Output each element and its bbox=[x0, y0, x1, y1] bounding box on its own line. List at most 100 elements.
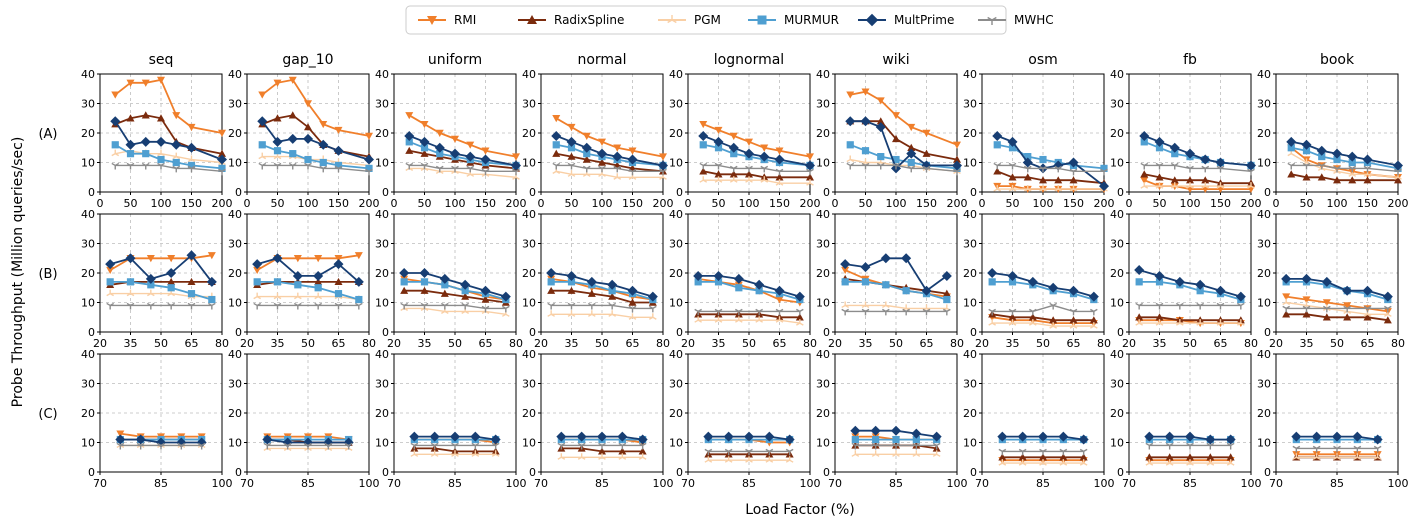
y-tick-label: 30 bbox=[669, 378, 683, 391]
series-line-murmur bbox=[1286, 282, 1388, 300]
data-point-murmur bbox=[847, 141, 854, 148]
y-tick-label: 40 bbox=[816, 348, 830, 361]
y-tick-label: 10 bbox=[1257, 157, 1271, 170]
series-mwhc bbox=[1293, 446, 1381, 452]
y-tick-label: 20 bbox=[522, 127, 536, 140]
y-tick-label: 40 bbox=[669, 68, 683, 81]
y-tick-label: 20 bbox=[1110, 127, 1124, 140]
x-tick-label: 35 bbox=[1153, 337, 1167, 350]
data-point-murmur bbox=[157, 156, 164, 163]
x-tick-label: 100 bbox=[886, 197, 907, 210]
y-tick-label: 40 bbox=[816, 68, 830, 81]
y-tick-label: 0 bbox=[1264, 186, 1271, 199]
data-point-multprime bbox=[861, 116, 871, 126]
y-tick-label: 10 bbox=[522, 437, 536, 450]
y-tick-label: 40 bbox=[1257, 208, 1271, 221]
panel-title-wiki: wiki bbox=[882, 52, 909, 68]
panel-title-gap-10: gap_10 bbox=[282, 52, 333, 68]
legend-label-radixspline: RadixSpline bbox=[554, 13, 624, 27]
data-point-murmur bbox=[127, 150, 134, 157]
series-rmi bbox=[111, 77, 226, 137]
data-point-pgm bbox=[700, 176, 707, 182]
x-tick-label: 20 bbox=[1269, 337, 1283, 350]
y-tick-label: 40 bbox=[81, 68, 95, 81]
panel-title-fb: fb bbox=[1183, 52, 1197, 68]
data-point-mwhc bbox=[259, 163, 266, 169]
panel-c-lognormal: 01020304070 85 100 bbox=[669, 348, 821, 490]
x-axis-label: Load Factor (%) bbox=[745, 502, 855, 518]
y-tick-label: 30 bbox=[816, 378, 830, 391]
y-tick-label: 10 bbox=[963, 157, 977, 170]
data-point-pgm bbox=[294, 293, 301, 299]
y-tick-label: 30 bbox=[1257, 378, 1271, 391]
x-tick-label: 100 bbox=[1180, 197, 1201, 210]
y-tick-label: 40 bbox=[375, 348, 389, 361]
series-pgm bbox=[705, 456, 793, 462]
series-line-mwhc bbox=[703, 165, 810, 171]
data-point-mwhc bbox=[877, 163, 884, 169]
panel-b-fb: 01020304020 35 50 65 80 bbox=[1110, 208, 1258, 350]
data-point-murmur bbox=[335, 290, 342, 297]
data-point-murmur bbox=[320, 159, 327, 166]
panel-b-uniform: 01020304020 35 50 65 80 bbox=[375, 208, 523, 350]
data-point-pgm bbox=[254, 293, 261, 299]
data-point-mwhc bbox=[1090, 309, 1097, 315]
panel-a-osm: osm0102030400 50 100 150 200 bbox=[963, 52, 1115, 210]
data-point-mwhc bbox=[112, 163, 119, 169]
y-tick-label: 40 bbox=[1257, 68, 1271, 81]
y-tick-label: 20 bbox=[1110, 407, 1124, 420]
series-line-pgm bbox=[404, 308, 506, 314]
x-tick-label: 70 bbox=[828, 477, 842, 490]
y-tick-label: 30 bbox=[375, 238, 389, 251]
x-tick-label: 150 bbox=[916, 197, 937, 210]
x-tick-label: 0 bbox=[1126, 197, 1133, 210]
y-tick-label: 10 bbox=[81, 437, 95, 450]
y-tick-label: 30 bbox=[963, 238, 977, 251]
data-point-rmi bbox=[365, 133, 373, 140]
data-point-pgm bbox=[588, 310, 595, 316]
data-point-mwhc bbox=[147, 303, 154, 309]
y-tick-label: 40 bbox=[228, 208, 242, 221]
data-point-multprime bbox=[845, 116, 855, 126]
x-tick-label: 65 bbox=[332, 337, 346, 350]
data-point-mwhc bbox=[1146, 443, 1153, 449]
data-point-mwhc bbox=[730, 166, 737, 172]
x-tick-label: 50 bbox=[1330, 337, 1344, 350]
series-line-radixspline bbox=[1286, 314, 1388, 320]
data-point-mwhc bbox=[289, 163, 296, 169]
y-tick-label: 20 bbox=[1257, 127, 1271, 140]
x-tick-label: 0 bbox=[1273, 197, 1280, 210]
data-point-multprime bbox=[881, 253, 891, 263]
data-point-mwhc bbox=[1283, 306, 1290, 312]
series-rmi bbox=[258, 77, 373, 140]
legend-label-murmur: MURMUR bbox=[784, 13, 839, 27]
series-line-murmur bbox=[698, 282, 800, 300]
panel-a-uniform: uniform0102030400 50 100 150 200 bbox=[375, 52, 527, 210]
y-tick-label: 30 bbox=[1257, 238, 1271, 251]
data-point-radixspline bbox=[142, 111, 150, 118]
data-point-murmur bbox=[1039, 156, 1046, 163]
y-tick-label: 30 bbox=[1110, 378, 1124, 391]
x-tick-label: 150 bbox=[769, 197, 790, 210]
panel-a-book: book0102030400 50 100 150 200 bbox=[1257, 52, 1409, 210]
data-point-multprime bbox=[1134, 265, 1144, 275]
data-point-mwhc bbox=[796, 309, 803, 315]
x-tick-label: 0 bbox=[685, 197, 692, 210]
panel-a-normal: normal0102030400 50 100 150 200 bbox=[522, 52, 674, 210]
x-tick-label: 50 bbox=[418, 197, 432, 210]
y-tick-label: 10 bbox=[816, 437, 830, 450]
data-point-mwhc bbox=[599, 166, 606, 172]
series-line-rmi bbox=[262, 80, 369, 136]
x-tick-label: 100 bbox=[739, 197, 760, 210]
data-point-multprime bbox=[891, 426, 901, 436]
y-tick-label: 40 bbox=[963, 208, 977, 221]
data-point-multprime bbox=[156, 137, 166, 147]
data-point-mwhc bbox=[1029, 309, 1036, 315]
y-tick-label: 20 bbox=[522, 267, 536, 280]
data-point-mwhc bbox=[588, 303, 595, 309]
y-tick-label: 40 bbox=[1257, 348, 1271, 361]
data-point-mwhc bbox=[700, 163, 707, 169]
data-point-rmi bbox=[552, 115, 560, 122]
x-tick-label: 85 bbox=[889, 477, 903, 490]
data-point-murmur bbox=[994, 141, 1001, 148]
